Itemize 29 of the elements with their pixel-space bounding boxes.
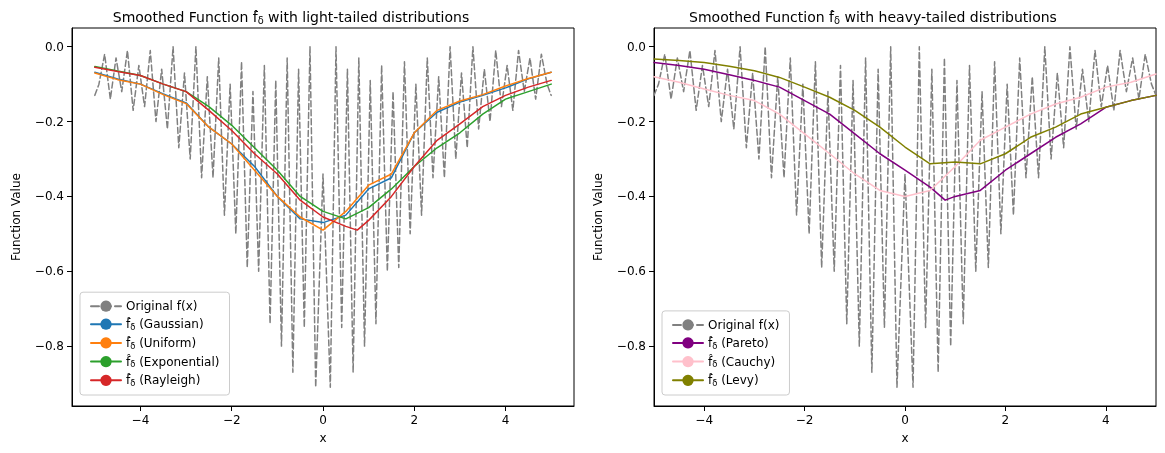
- y-tick-label: −0.4: [616, 189, 646, 204]
- y-tick-label: 0.0: [626, 39, 646, 54]
- x-tick-label: 0: [319, 413, 327, 427]
- x-tick-label: 2: [1001, 413, 1010, 427]
- y-tick-label: −0.2: [616, 114, 646, 129]
- x-tick-label: 4: [1101, 413, 1110, 427]
- x-tick-label: −4: [131, 413, 150, 427]
- y-tick-label: −0.2: [34, 114, 64, 129]
- y-axis-title: Function Value: [9, 173, 23, 261]
- y-tick-label: −0.8: [34, 339, 64, 354]
- y-tick-label: −0.6: [34, 264, 64, 279]
- y-axis-title: Function Value: [591, 173, 605, 261]
- x-tick-label: −4: [695, 413, 714, 427]
- x-tick-label: 2: [410, 413, 419, 427]
- legend-label: Original f(x): [126, 299, 198, 314]
- y-tick-label: 0.0: [44, 39, 64, 54]
- x-tick-label: −2: [222, 413, 241, 427]
- x-tick-label: 4: [501, 413, 510, 427]
- x-tick-label: 0: [901, 413, 909, 427]
- legend-label: Original f(x): [708, 317, 780, 332]
- x-axis-title: x: [319, 431, 327, 445]
- x-axis-title: x: [901, 431, 909, 445]
- line-series: [653, 45, 1157, 389]
- y-tick-label: −0.6: [616, 264, 646, 279]
- x-tick-label: −2: [795, 413, 814, 427]
- y-tick-label: −0.8: [616, 339, 646, 354]
- line-series: [653, 58, 1157, 165]
- line-series: [94, 45, 552, 389]
- y-tick-label: −0.4: [34, 189, 64, 204]
